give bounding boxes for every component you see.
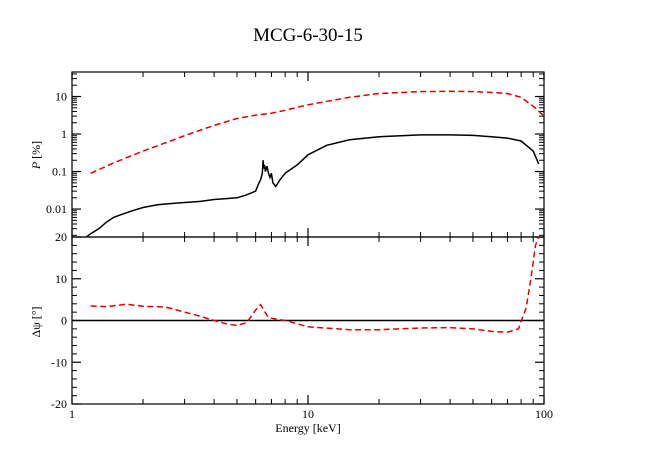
x-tick-label: 100 xyxy=(535,407,553,421)
top-y-axis-symbol: P xyxy=(29,161,43,170)
chart-title: MCG-6-30-15 xyxy=(253,25,363,46)
svg-text:Δψ [°]: Δψ [°] xyxy=(29,306,43,337)
top-y-tick-label: 0.1 xyxy=(52,165,67,179)
bottom-y-axis-unit: [°] xyxy=(29,306,43,322)
polarization-black-line xyxy=(85,134,540,237)
x-tick-label: 1 xyxy=(69,407,75,421)
angle-difference-red-dashed-line xyxy=(90,237,540,333)
top-y-axis-label: P [%] xyxy=(29,141,43,170)
top-y-tick-label: 1 xyxy=(61,127,67,141)
bottom-y-tick-label: -20 xyxy=(51,397,67,411)
bottom-y-axis-label: Δψ [°] xyxy=(29,306,43,337)
x-tick-label: 10 xyxy=(302,407,314,421)
bottom-y-axis-symbol: Δψ xyxy=(29,322,43,338)
top-y-tick-label: 10 xyxy=(55,90,67,104)
top-y-tick-label: 0.01 xyxy=(46,202,67,216)
bottom-y-tick-label: 10 xyxy=(55,272,67,286)
svg-text:P [%]: P [%] xyxy=(29,141,43,170)
bottom-y-tick-label: 20 xyxy=(55,230,67,244)
bottom-y-tick-label: 0 xyxy=(61,314,67,328)
angle-difference-panel: -20 -10 0 10 20 1 10 100 xyxy=(51,230,553,421)
top-y-axis-unit: [%] xyxy=(29,141,43,162)
polarization-panel: 0.01 0.1 1 10 xyxy=(46,71,545,238)
x-axis-label: Energy [keV] xyxy=(275,421,340,435)
polarization-red-dashed-line xyxy=(90,90,544,174)
bottom-y-tick-label: -10 xyxy=(51,355,67,369)
